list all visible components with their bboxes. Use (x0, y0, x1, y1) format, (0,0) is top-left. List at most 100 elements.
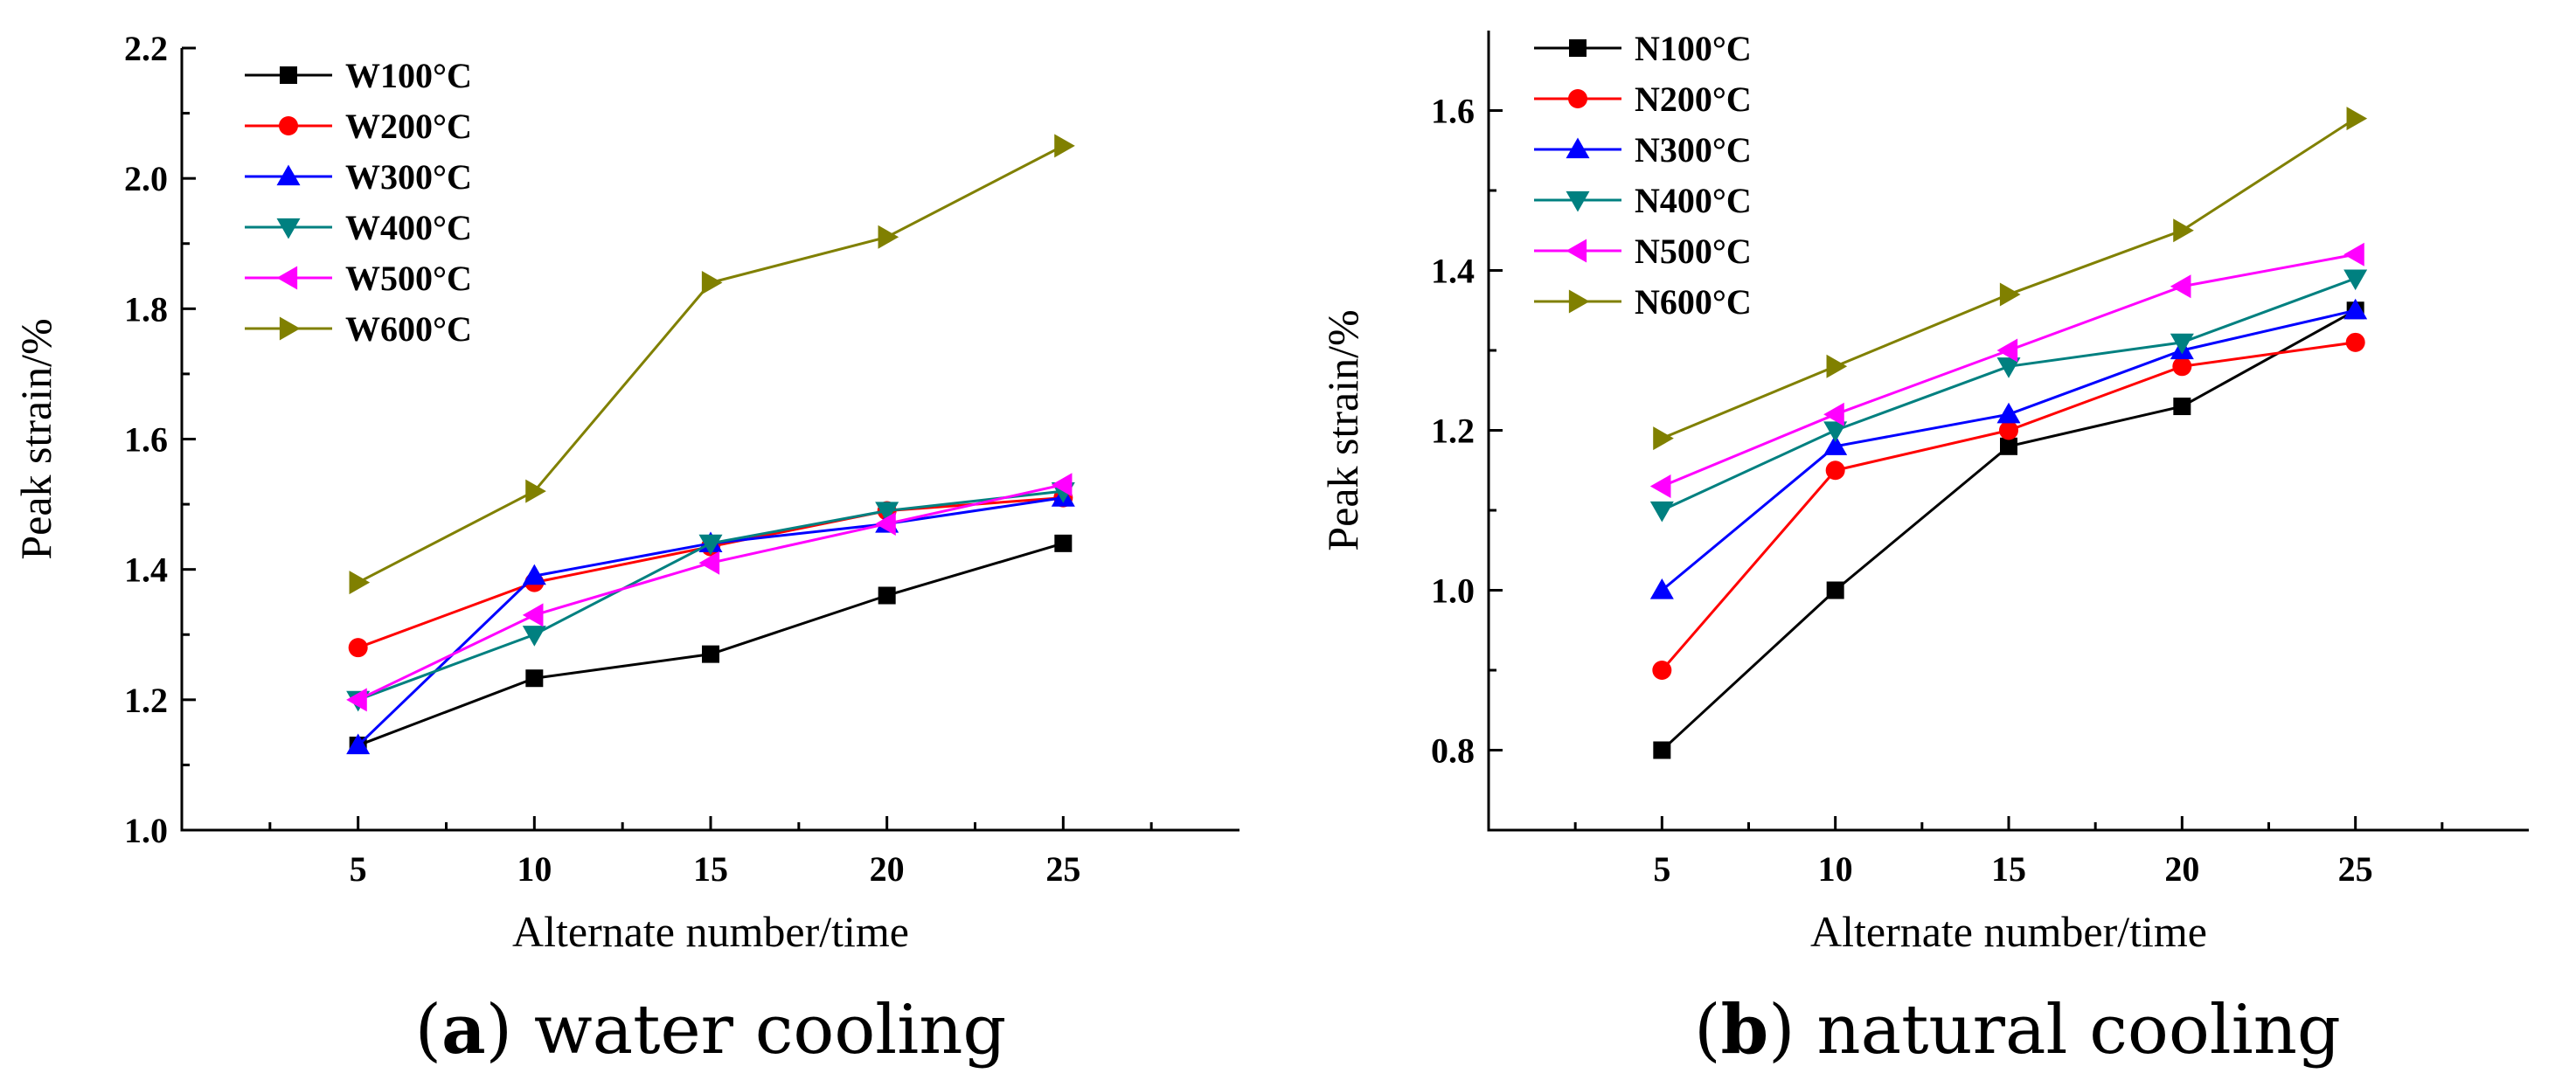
y-tick-label: 1.0 (124, 811, 168, 850)
data-point (1996, 402, 2021, 424)
caption-letter: a (441, 990, 486, 1070)
data-point (346, 733, 371, 755)
legend-label: W500°C (345, 259, 472, 298)
legend-label: W600°C (345, 309, 472, 349)
data-point (2170, 274, 2191, 299)
data-point (1054, 534, 1073, 552)
data-point (1825, 460, 1845, 481)
caption-paren-open: ( (415, 991, 441, 1070)
data-point (522, 603, 544, 627)
data-point (1652, 661, 1672, 680)
data-point (1999, 420, 2018, 440)
series-n400c (1649, 269, 2368, 523)
data-point (2172, 357, 2192, 377)
y-tick-label: 1.4 (124, 550, 168, 590)
caption-paren-close: ) (486, 991, 534, 1070)
legend-label: W100°C (345, 56, 472, 95)
data-point (878, 225, 899, 249)
series-w100c (349, 534, 1073, 755)
panel-caption: (a) water cooling (415, 990, 1007, 1070)
x-tick-label: 20 (870, 849, 905, 889)
legend-marker (1568, 289, 1590, 314)
data-point (348, 638, 368, 658)
data-point (2343, 269, 2368, 291)
data-point (1996, 357, 2021, 378)
x-tick-label: 25 (2338, 849, 2373, 889)
caption-text: water cooling (534, 991, 1007, 1070)
y-tick-label: 2.0 (124, 159, 168, 198)
data-point (1826, 581, 1844, 599)
data-point (698, 550, 720, 575)
y-tick-label: 1.6 (1431, 92, 1475, 131)
series-w300c (346, 486, 1075, 755)
series-line (358, 496, 1064, 649)
series-n600c (1653, 107, 2368, 451)
data-point (2345, 332, 2365, 352)
data-point (1996, 338, 2018, 363)
data-point (1999, 282, 2021, 307)
data-point (1826, 354, 1848, 378)
y-axis-label: Peak strain/% (1318, 309, 1367, 550)
y-tick-label: 1.2 (1431, 412, 1475, 451)
legend-marker (1568, 89, 1587, 108)
x-axis-label: Alternate number/time (512, 907, 909, 956)
legend-label: N300°C (1635, 130, 1752, 170)
series-w600c (349, 134, 1075, 595)
series-line (1661, 341, 2356, 671)
legend-label: N400°C (1635, 181, 1752, 220)
series-w400c (346, 482, 1075, 712)
y-tick-label: 1.2 (124, 681, 168, 720)
data-point (875, 502, 899, 523)
data-point (1051, 473, 1073, 497)
x-tick-label: 5 (350, 849, 367, 889)
legend-marker (279, 116, 298, 135)
data-point (2170, 333, 2194, 355)
data-point (522, 564, 546, 585)
data-point (2000, 437, 2017, 455)
y-tick-label: 2.2 (124, 29, 168, 68)
data-point (1649, 474, 1671, 499)
data-point (525, 669, 544, 688)
x-tick-label: 20 (2164, 849, 2199, 889)
caption-paren-open: ( (1694, 991, 1720, 1070)
data-point (1653, 426, 1674, 451)
x-tick-label: 25 (1045, 849, 1080, 889)
y-tick-label: 1.8 (124, 289, 168, 329)
legend-label: N500°C (1635, 232, 1752, 271)
data-point (1653, 741, 1671, 759)
legend-label: W400°C (345, 208, 472, 247)
data-point (522, 626, 546, 647)
y-tick-label: 1.0 (1431, 571, 1475, 611)
x-tick-label: 15 (1991, 849, 2026, 889)
data-point (2346, 107, 2368, 131)
y-tick-label: 1.4 (1431, 252, 1475, 291)
data-point (1649, 501, 1674, 523)
caption-letter: b (1721, 990, 1769, 1070)
series-w500c (346, 473, 1073, 712)
data-point (702, 645, 719, 663)
legend-label: W300°C (345, 157, 472, 197)
x-tick-label: 10 (1818, 849, 1853, 889)
legend-marker (1566, 239, 1587, 263)
data-point (1823, 402, 1844, 426)
data-point (349, 571, 371, 595)
data-point (2173, 218, 2194, 243)
x-tick-label: 10 (517, 849, 552, 889)
data-point (2343, 242, 2364, 267)
series-n200c (1652, 332, 2365, 680)
x-tick-label: 5 (1653, 849, 1670, 889)
data-point (1649, 578, 1674, 599)
series-line (358, 483, 1064, 702)
chart-panel-a: 1.0 1.2 1.4 1.6 1.8 2.0 2.2 5 10 15 20 25 Alternate … (11, 29, 1239, 1070)
data-point (1823, 434, 1848, 455)
series-n500c (1649, 242, 2364, 499)
legend-label: W200°C (345, 107, 472, 146)
x-axis-label: Alternate number/time (1810, 907, 2207, 956)
panel-caption: (b) natural cooling (1694, 990, 2341, 1070)
series-line (1661, 117, 2357, 440)
legend-marker (276, 218, 301, 239)
y-tick-label: 1.6 (124, 420, 168, 460)
data-point (701, 271, 723, 294)
legend-label: N600°C (1635, 282, 1752, 322)
